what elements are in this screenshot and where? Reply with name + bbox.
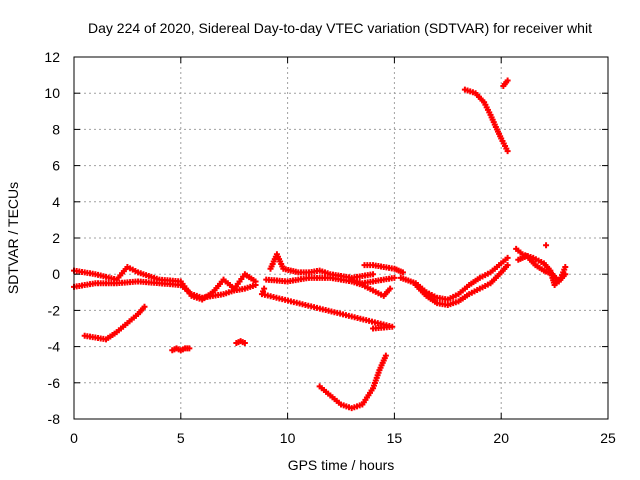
series-dip-center bbox=[316, 352, 389, 412]
series-right-isolated bbox=[543, 242, 550, 249]
data-point bbox=[399, 269, 406, 276]
series-cluster-5 bbox=[169, 345, 193, 354]
data-point bbox=[504, 254, 511, 261]
y-tick-label: 12 bbox=[44, 49, 60, 65]
series-high-short bbox=[500, 77, 511, 89]
x-tick-label: 25 bbox=[600, 430, 616, 446]
data-point bbox=[562, 271, 569, 278]
y-tick-label: -4 bbox=[48, 339, 61, 355]
series-mid-b bbox=[263, 274, 394, 299]
data-point bbox=[543, 242, 550, 249]
series-dip-left bbox=[81, 303, 148, 343]
y-tick-label: 2 bbox=[52, 230, 60, 246]
y-tick-label: -8 bbox=[48, 411, 61, 427]
data-point bbox=[370, 271, 377, 278]
y-axis-label: SDTVAR / TECUs bbox=[5, 182, 21, 294]
y-tick-label: 10 bbox=[44, 85, 60, 101]
series-mid-a bbox=[267, 251, 377, 281]
data-point bbox=[504, 262, 511, 269]
series-mid-c bbox=[348, 274, 398, 287]
data-point bbox=[391, 274, 398, 281]
data-point bbox=[261, 285, 268, 292]
y-tick-label: 4 bbox=[52, 194, 60, 210]
x-axis-label: GPS time / hours bbox=[288, 457, 395, 473]
data-point bbox=[504, 77, 511, 84]
series-right-b bbox=[412, 262, 511, 308]
series-high-arc bbox=[461, 86, 511, 155]
data-point bbox=[252, 282, 259, 289]
y-tick-label: 8 bbox=[52, 121, 60, 137]
data-point bbox=[141, 303, 148, 310]
series-mid-d bbox=[361, 262, 406, 276]
series-cluster-8 bbox=[233, 338, 248, 346]
x-tick-label: 0 bbox=[70, 430, 78, 446]
x-tick-label: 5 bbox=[177, 430, 185, 446]
x-tick-label: 15 bbox=[387, 430, 403, 446]
series-main-lower bbox=[71, 278, 259, 301]
series-right-d bbox=[515, 253, 569, 285]
tick-layer: 0 5 10 15 20 25 -8 -6 -4 -2 0 2 4 6 8 10 12 bbox=[44, 49, 616, 446]
y-tick-label: 6 bbox=[52, 158, 60, 174]
data-point bbox=[382, 352, 389, 359]
data-point bbox=[562, 263, 569, 270]
y-tick-label: -2 bbox=[48, 302, 61, 318]
x-tick-label: 10 bbox=[280, 430, 296, 446]
data-point bbox=[504, 148, 511, 155]
data-point bbox=[186, 345, 193, 352]
series-right-a bbox=[397, 254, 511, 303]
y-tick-label: -6 bbox=[48, 375, 61, 391]
y-tick-label: 0 bbox=[52, 266, 60, 282]
data-layer bbox=[71, 77, 569, 412]
series-mid-isolated bbox=[258, 285, 396, 332]
data-point bbox=[387, 285, 394, 292]
data-point bbox=[241, 339, 248, 346]
x-tick-label: 20 bbox=[493, 430, 509, 446]
chart-title: Day 224 of 2020, Sidereal Day-to-day VTE… bbox=[88, 20, 592, 36]
